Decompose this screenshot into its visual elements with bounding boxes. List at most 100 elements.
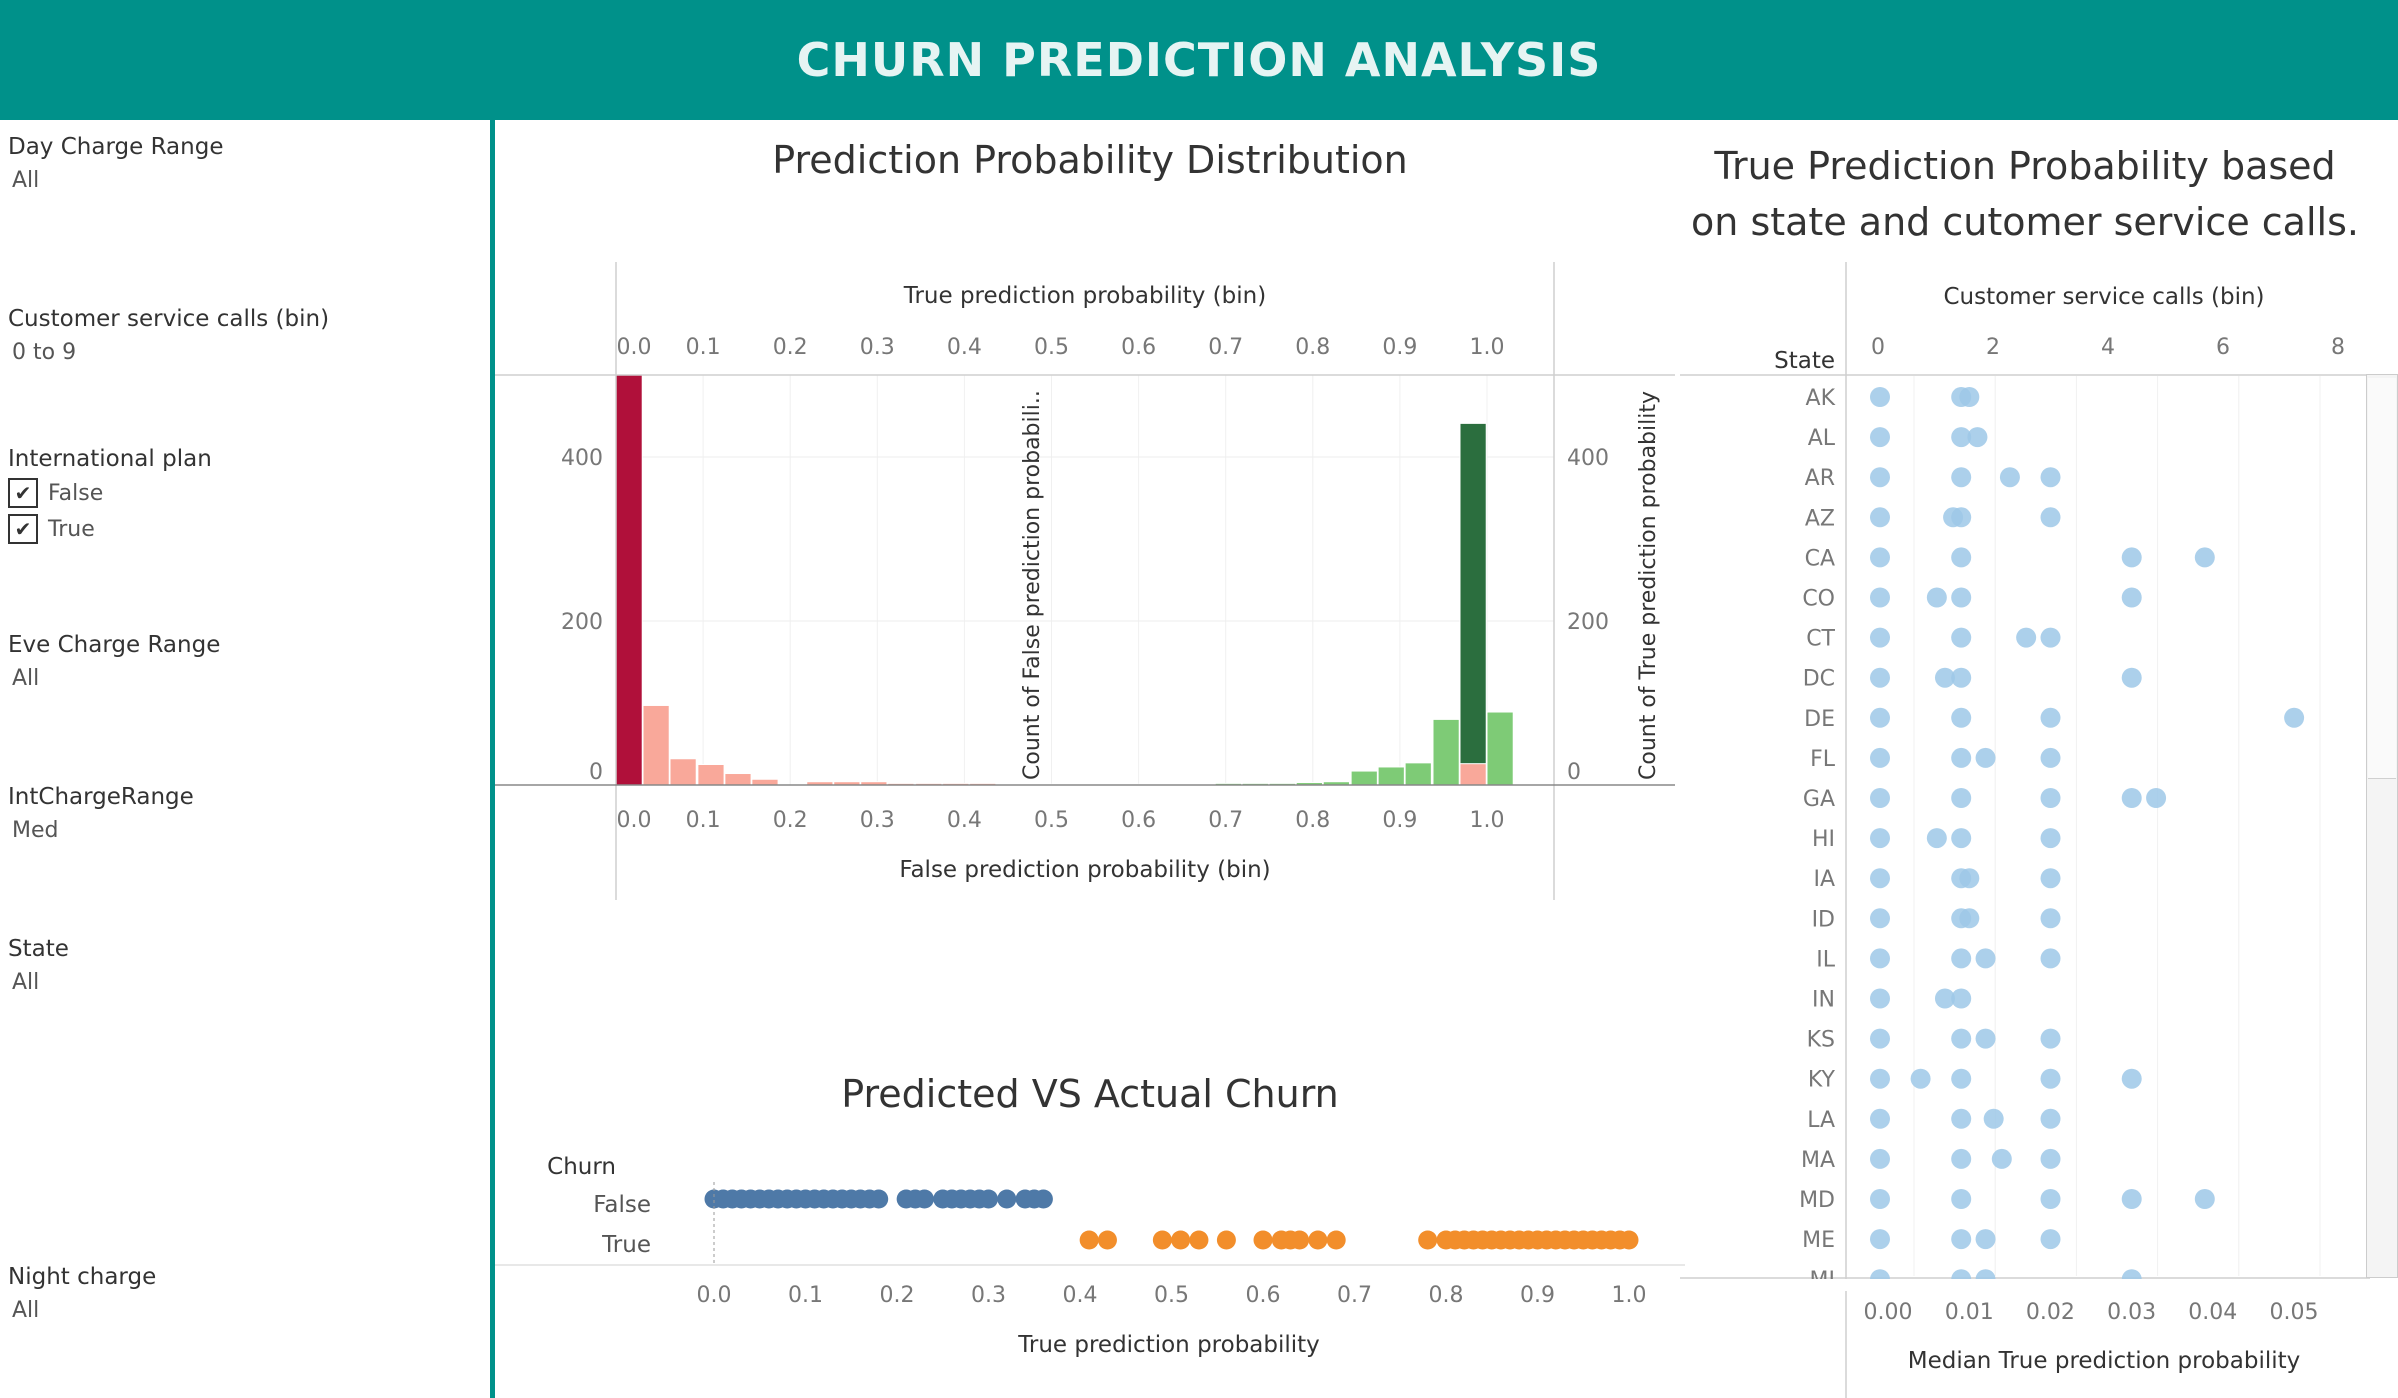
filter-label: State [8,936,69,962]
filter-value[interactable]: Med [12,818,59,843]
churn-true-point [1253,1230,1273,1250]
filter-label: IntChargeRange [8,784,194,810]
state-point [1870,908,1890,929]
dist-bottom-tick-label: 0.4 [947,808,982,833]
filter-value[interactable]: All [12,1298,40,1323]
state-point [1951,948,1972,969]
false-prob-bar [751,778,779,786]
state-point [2194,547,2215,568]
dist-right-tick-label: 200 [1567,610,1609,635]
state-point [1951,707,1972,728]
filter-value[interactable]: All [12,666,40,691]
state-point [1870,467,1890,488]
dist-top-tick-label: 0.4 [947,335,982,360]
churn-tick-label: 0.6 [1246,1283,1281,1308]
dist-top-tick-label: 0.1 [686,335,721,360]
state-point [2040,507,2061,528]
state-point [1870,587,1890,608]
churn-tick-label: 0.0 [697,1283,732,1308]
state-point [2121,1068,2142,1089]
state-point [1959,908,1980,929]
churn-true-point [1171,1230,1191,1250]
churn-true-point [1290,1230,1310,1250]
check-icon[interactable]: ✔ [8,514,38,544]
state-point [2040,1028,2061,1049]
state-top-tick-label: 8 [2331,335,2345,360]
false-prob-bar [697,764,725,786]
churn-tick-label: 0.4 [1063,1283,1098,1308]
dist-bottom-tick-label: 0.9 [1382,808,1417,833]
dist-gridlines [615,375,1554,785]
churn-true-point [1097,1230,1117,1250]
state-point [2284,707,2305,728]
dist-bottom-tick-label: 0.1 [686,808,721,833]
churn-true-point [1189,1230,1209,1250]
state-point [1951,747,1972,768]
filter-value[interactable]: All [12,168,40,193]
dist-top-tick-label: 0.5 [1034,335,1069,360]
state-label: CO [1802,587,1835,612]
state-label: IN [1812,988,1835,1013]
check-icon[interactable]: ✔ [8,478,38,508]
churn-tick-label: 0.3 [971,1283,1006,1308]
state-point [1870,788,1890,808]
churn-true-point [1326,1230,1346,1250]
state-clip [1680,1279,2370,1291]
churn-true-point [1418,1230,1438,1250]
checkbox-true[interactable]: ✔ True [8,514,212,544]
filter-night-charge[interactable]: Night charge All [8,1264,156,1323]
state-label: AK [1806,386,1836,411]
churn-true-point [1308,1230,1328,1250]
state-point [1926,587,1947,608]
false-prob-bar [724,773,752,786]
filter-label: Night charge [8,1264,157,1290]
dist-bottom-tick-label: 0.3 [860,808,895,833]
state-point [2040,707,2061,728]
state-frame: 0 2 4 6 8 [1680,262,2370,1398]
true-prob-bar [1486,711,1514,786]
state-point [2040,788,2061,808]
state-point [1870,948,1890,969]
state-label: DC [1803,667,1835,692]
filter-service-calls[interactable]: Customer service calls (bin) 0 to 9 [8,306,329,365]
state-point [2121,587,2142,608]
state-chart-title-line1: True Prediction Probability based [1714,144,2336,188]
state-label: MA [1801,1148,1835,1173]
dist-top-tick-label: 0.6 [1121,335,1156,360]
checkbox-false[interactable]: ✔ False [8,478,212,508]
state-label: LA [1807,1108,1835,1133]
dist-top-axis-label: True prediction probability (bin) [903,283,1266,309]
false-prob-bar [642,704,670,786]
filter-value[interactable]: All [12,970,40,995]
scrollbar-thumb[interactable] [2368,378,2396,779]
filter-value[interactable]: 0 to 9 [12,340,77,365]
true-prob-bar [1377,766,1405,786]
state-label: AR [1805,466,1835,491]
state-top-tick-label: 2 [1986,335,2000,360]
filter-eve-charge[interactable]: Eve Charge Range All [8,632,220,691]
filter-day-charge[interactable]: Day Charge Range All [8,134,223,193]
state-point [1870,1028,1890,1049]
filter-label: International plan [8,446,212,472]
state-chart[interactable]: 0 2 4 6 8 Customer service calls (bin) State… [1680,250,2370,1398]
state-point [1870,427,1890,448]
dist-left-tick-label: 0 [589,760,603,785]
churn-marks [704,1189,1639,1250]
filter-int-charge[interactable]: IntChargeRange Med [8,784,194,843]
state-point [1951,1229,1972,1250]
churn-tick-label: 0.9 [1520,1283,1555,1308]
state-top-axis-label: Customer service calls (bin) [1943,284,2264,310]
dist-top-tick-label: 0.3 [860,335,895,360]
state-point [1951,1148,1972,1169]
state-point [1870,1189,1890,1209]
state-point [1951,1108,1972,1129]
state-label: KS [1807,1028,1835,1053]
dist-bottom-tick-label: 0.5 [1034,808,1069,833]
filter-state[interactable]: State All [8,936,69,995]
state-point [2121,788,2142,808]
state-label: AZ [1805,506,1835,531]
filter-sidebar: Day Charge Range All Customer service ca… [0,120,490,1398]
distribution-chart[interactable]: 0.0 0.0 0.1 0.1 0.2 0.2 0.3 0.3 0.4 0.4 0.5 0.5 0.6 0… [495,250,1675,910]
churn-chart[interactable]: Churn False True 0.0 0.1 0.2 0.3 0.4 0.5 0.6 0.… [495,1130,1685,1370]
state-point [1975,1028,1996,1049]
